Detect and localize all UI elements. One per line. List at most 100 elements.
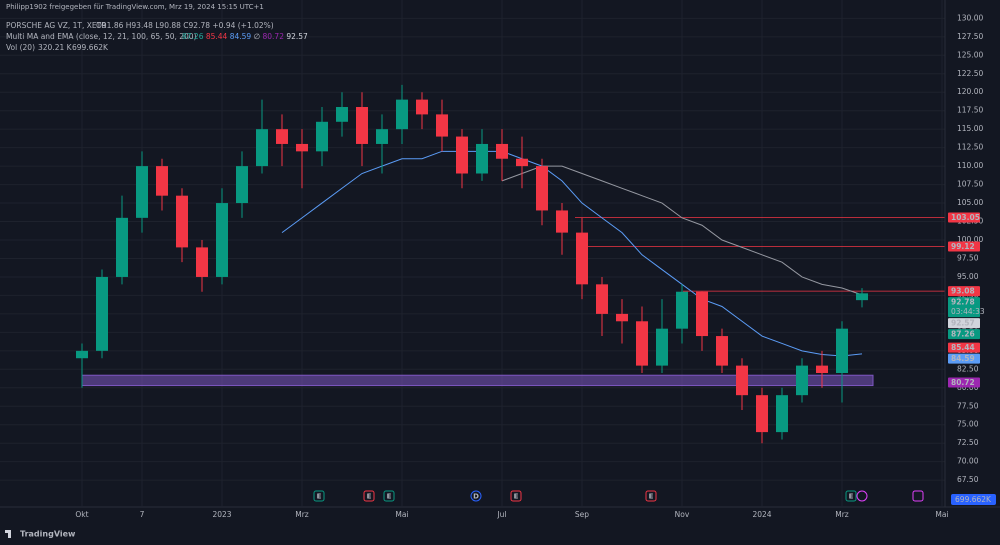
y-tick-label: 120.00 [957, 87, 983, 96]
candle-body [196, 247, 208, 277]
event-icon[interactable] [912, 490, 924, 502]
candle-body [816, 365, 828, 374]
candle-body [656, 328, 668, 366]
x-tick-label: 2023 [212, 510, 231, 519]
price-tag [948, 297, 980, 318]
volume-tag-text: 699.662K [955, 495, 992, 504]
volume-tag [951, 494, 996, 505]
event-icon[interactable] [856, 490, 868, 502]
price-tag [948, 241, 980, 252]
indicator-value: 85.44 [206, 32, 230, 41]
y-tick-label: 77.50 [957, 401, 979, 410]
price-tag-text: 80.72 [951, 378, 975, 387]
candle-body [576, 232, 588, 285]
candle-body [696, 291, 708, 337]
y-tick-label: 67.50 [957, 475, 979, 484]
event-icon[interactable] [510, 490, 522, 502]
indicator: Multi MA and EMA (close, 12, 21, 100, 65… [6, 32, 197, 41]
ohlc: O91.86 H93.48 L90.88 C92.78 +0.94 (+1.02… [96, 21, 274, 30]
candle-body [456, 136, 468, 174]
x-tick-label: 7 [140, 510, 145, 519]
y-tick-label: 72.50 [957, 438, 979, 447]
brand-logo [5, 530, 11, 538]
candle-body [556, 210, 568, 233]
y-tick-label: 95.00 [957, 272, 979, 281]
x-tick-label: Mai [935, 510, 948, 519]
candle-body [296, 143, 308, 152]
candle-body [516, 158, 528, 167]
y-tick-label: 70.00 [957, 457, 979, 466]
symbol: PORSCHE AG VZ, 1T, XETR [6, 21, 106, 30]
x-tick-label: Jul [496, 510, 506, 519]
candle-body [776, 395, 788, 433]
events: E E E D E E E [313, 490, 924, 502]
event-letter: E [649, 493, 654, 501]
price-tag-text: 92.78 [951, 298, 975, 307]
moving-average [501, 165, 863, 296]
candle-body [316, 121, 328, 152]
indicator-values: 87.26 85.44 84.59 ∅ 80.72 92.57 [182, 32, 308, 41]
x-tick-label: Mrz [295, 510, 309, 519]
candle-body [796, 365, 808, 396]
event-letter: E [367, 493, 372, 501]
price-tag-text: 92.57 [951, 319, 975, 328]
candle-body [236, 166, 248, 204]
event-letter: E [849, 493, 854, 501]
indicator-value: 80.72 [263, 32, 287, 41]
candle-body [716, 336, 728, 366]
price-tag [948, 286, 980, 297]
candle-body [596, 284, 608, 314]
event-icon[interactable] [470, 490, 482, 502]
event-icon[interactable] [363, 490, 375, 502]
volume-label: Vol (20) [6, 43, 35, 52]
candle-body [536, 166, 548, 211]
candle-body [256, 129, 268, 167]
event-letter: E [317, 493, 322, 501]
candle-body [356, 107, 368, 144]
price-tag-text: 85.44 [951, 343, 975, 352]
candle-body [756, 395, 768, 433]
y-tick-label: 115.00 [957, 124, 983, 133]
candle-body [116, 217, 128, 277]
event-letter: D [473, 493, 479, 501]
price-tag-text: 103.05 [951, 213, 980, 222]
candle-body [436, 114, 448, 137]
countdown: 03:44:33 [951, 307, 985, 316]
event-icon[interactable] [313, 490, 325, 502]
candle-body [676, 291, 688, 329]
indicator-value: 87.26 [182, 32, 206, 41]
candle-body [736, 365, 748, 396]
price-tag-text: 84.59 [951, 354, 975, 363]
candle-body [836, 328, 848, 374]
event-icon[interactable] [845, 490, 857, 502]
indicator-value: 84.59 [230, 32, 254, 41]
y-tick-label: 125.00 [957, 50, 983, 59]
candle-body [496, 143, 508, 159]
x-tick-label: Mai [395, 510, 408, 519]
candle-body [336, 107, 348, 122]
candle-body [376, 129, 388, 144]
y-tick-label: 117.50 [957, 106, 983, 115]
y-tick-label: 100.00 [957, 235, 983, 244]
brand: TradingView [20, 530, 76, 539]
price-tag [948, 342, 980, 353]
y-tick-label: 97.50 [957, 253, 979, 262]
x-tick-label: Mrz [835, 510, 849, 519]
y-tick-label: 82.50 [957, 364, 979, 373]
x-tick-label: Sep [575, 510, 589, 519]
event-icon[interactable] [645, 490, 657, 502]
price-tag [948, 329, 980, 340]
x-tick-label: Nov [675, 510, 690, 519]
event-icon[interactable] [383, 490, 395, 502]
volume-value: 320.21 K [38, 43, 73, 52]
price-tag [948, 212, 980, 223]
candle-body [416, 99, 428, 115]
x-tick-label: Okt [75, 510, 88, 519]
y-tick-label: 112.50 [957, 143, 983, 152]
candle-body [616, 313, 628, 322]
candle-body [856, 293, 868, 301]
y-tick-label: 110.00 [957, 161, 983, 170]
indicator-value: 92.57 [286, 32, 308, 41]
